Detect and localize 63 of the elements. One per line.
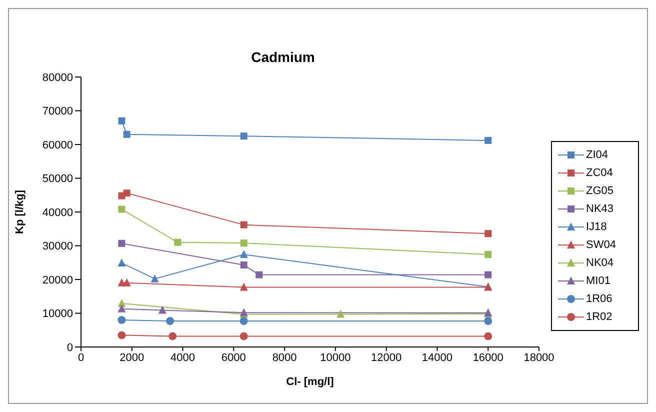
point (118, 258, 126, 266)
x-tick-label: 16000 (472, 352, 504, 364)
point (256, 271, 263, 278)
legend-label: ZI04 (586, 149, 608, 161)
chart-title: Cadmium (250, 48, 316, 67)
point (484, 230, 492, 238)
legend-label: NK43 (586, 203, 614, 215)
x-tick-label: 12000 (371, 352, 402, 364)
y-tick-label: 80000 (42, 72, 73, 84)
y-tick-label: 60000 (42, 139, 73, 152)
legend-label: NK04 (586, 257, 614, 269)
y-tick-label: 0 (66, 342, 73, 354)
point (484, 136, 492, 144)
y-tick-label: 20000 (42, 274, 73, 286)
x-tick-label: 8000 (272, 352, 297, 364)
point (240, 282, 248, 291)
point (336, 310, 345, 318)
point (123, 190, 130, 197)
point (118, 316, 126, 324)
point (166, 317, 174, 326)
y-tick-label: 40000 (42, 206, 73, 219)
y-tick-label: 10000 (42, 308, 73, 320)
point (240, 261, 248, 268)
point (118, 240, 126, 247)
point (484, 271, 492, 278)
x-tick-label: 6000 (221, 352, 246, 364)
point (118, 117, 126, 124)
point (240, 317, 248, 326)
point (158, 306, 166, 314)
y-tick-label: 50000 (42, 173, 73, 186)
point (174, 238, 182, 246)
point (168, 332, 177, 340)
x-tick-label: 18000 (524, 352, 554, 364)
x-tick-label: 4000 (170, 352, 196, 364)
point (484, 332, 492, 340)
point (240, 132, 248, 140)
point (150, 274, 159, 282)
x-tick-label: 2000 (120, 352, 144, 364)
point (123, 130, 130, 138)
point (118, 304, 126, 312)
point (122, 278, 131, 286)
x-tick-label: 10000 (320, 352, 351, 364)
legend-label: ZC04 (586, 167, 613, 179)
point (240, 240, 248, 247)
point (240, 250, 248, 258)
point (118, 206, 126, 213)
y-axis-title: Kp [l/kg] (14, 190, 26, 234)
point (484, 317, 492, 326)
y-tick-label: 70000 (42, 106, 73, 118)
point (240, 332, 248, 340)
x-tick-label: 0 (78, 352, 84, 364)
legend-label: 1R02 (586, 311, 612, 323)
legend-label: ZG05 (586, 185, 614, 197)
y-tick-label: 30000 (42, 240, 73, 253)
point (484, 251, 492, 258)
legend-label: MI01 (586, 275, 610, 287)
x-tick-label: 14000 (422, 352, 453, 364)
legend-label: SW04 (586, 239, 616, 251)
legend-label: 1R06 (586, 293, 612, 305)
point (240, 221, 248, 228)
x-axis-title: Cl- [mg/l] (286, 376, 334, 388)
point (118, 331, 126, 340)
legend-label: IJ18 (586, 221, 607, 233)
